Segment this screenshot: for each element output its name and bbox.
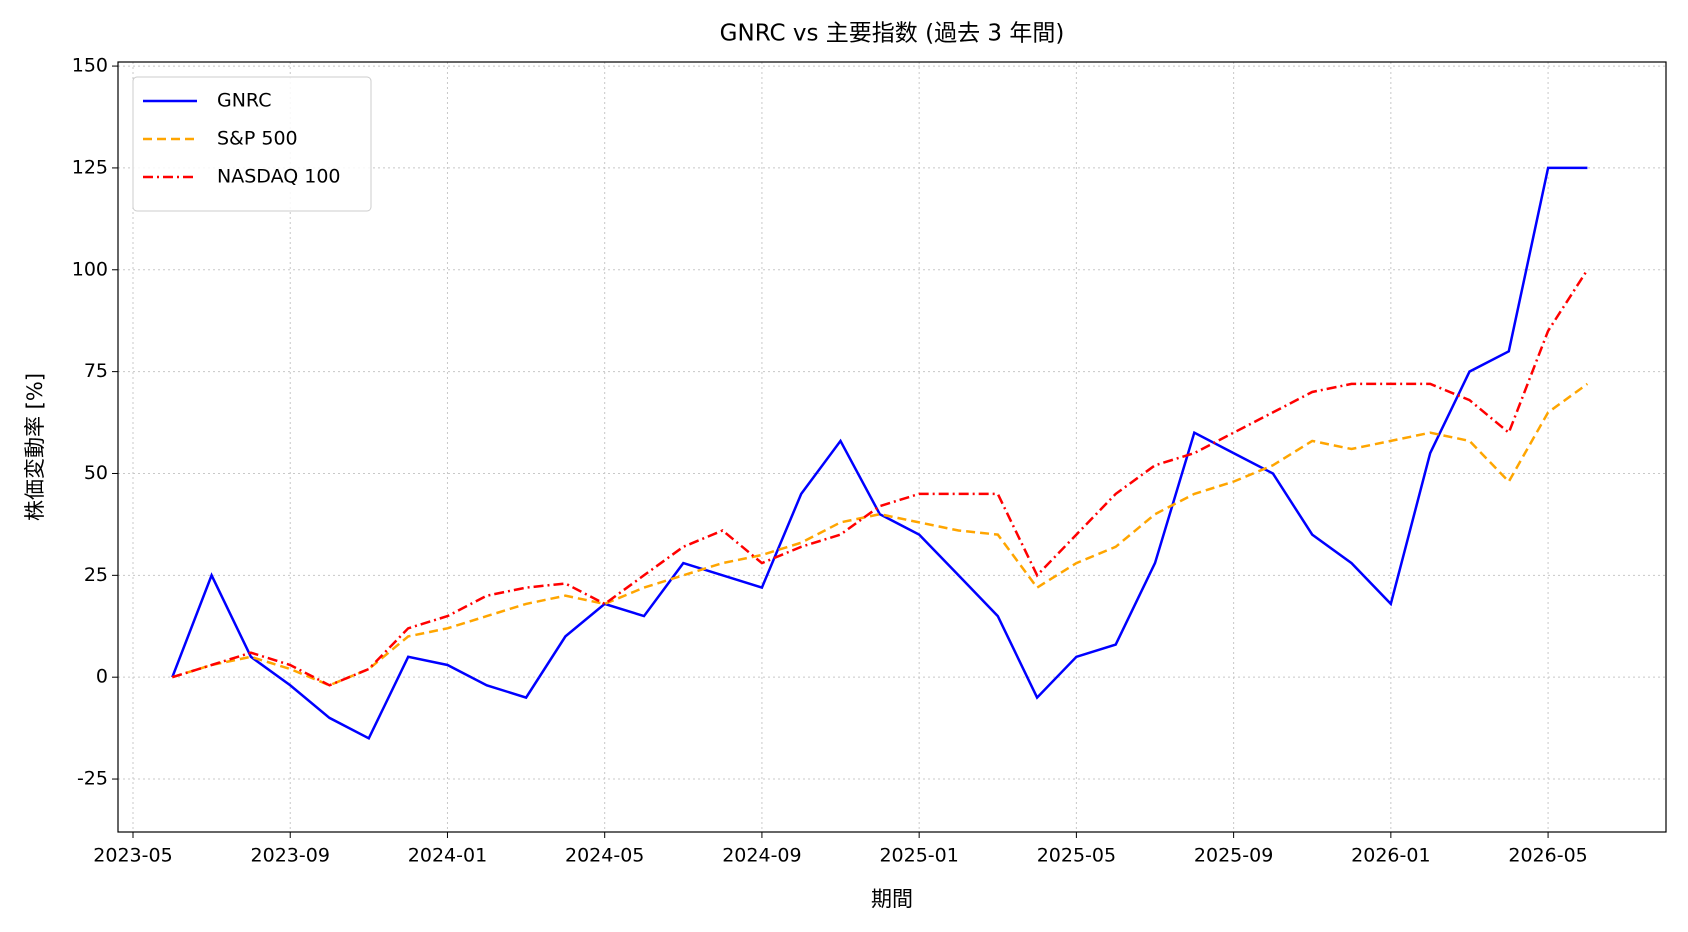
- y-tick-label: 125: [72, 156, 108, 178]
- x-tick-label: 2025-01: [879, 845, 958, 867]
- legend-label: GNRC: [217, 90, 271, 112]
- y-tick-label: 0: [96, 666, 108, 688]
- x-tick-label: 2023-05: [93, 845, 172, 867]
- y-tick-label: -25: [77, 768, 108, 790]
- x-tick-label: 2024-09: [722, 845, 801, 867]
- y-tick-label: 25: [84, 564, 108, 586]
- x-tick-label: 2023-09: [251, 845, 330, 867]
- legend: GNRC S&P 500 NASDAQ 100: [132, 76, 372, 212]
- x-tick-label: 2025-05: [1037, 845, 1116, 867]
- legend-label: S&P 500: [217, 128, 298, 150]
- chart-title: GNRC vs 主要指数 (過去 3 年間): [720, 21, 1065, 47]
- series-line: [171, 382, 1589, 687]
- series-line: [171, 166, 1588, 741]
- x-tick-label: 2025-09: [1194, 845, 1273, 867]
- x-tick-label: 2026-05: [1508, 845, 1587, 867]
- x-tick-label: 2026-01: [1351, 845, 1430, 867]
- legend-label: NASDAQ 100: [217, 166, 341, 188]
- x-axis-label: 期間: [871, 887, 913, 911]
- plot-frame: [117, 61, 1667, 833]
- y-tick-label: 150: [72, 55, 108, 77]
- y-tick-label: 50: [84, 462, 108, 484]
- y-tick-label: 100: [72, 258, 108, 280]
- x-tick-label: 2024-05: [565, 845, 644, 867]
- y-axis-label: 株価変動率 [%]: [23, 373, 47, 521]
- y-tick-label: 75: [84, 360, 108, 382]
- x-tick-label: 2024-01: [408, 845, 487, 867]
- series-line: [171, 269, 1589, 687]
